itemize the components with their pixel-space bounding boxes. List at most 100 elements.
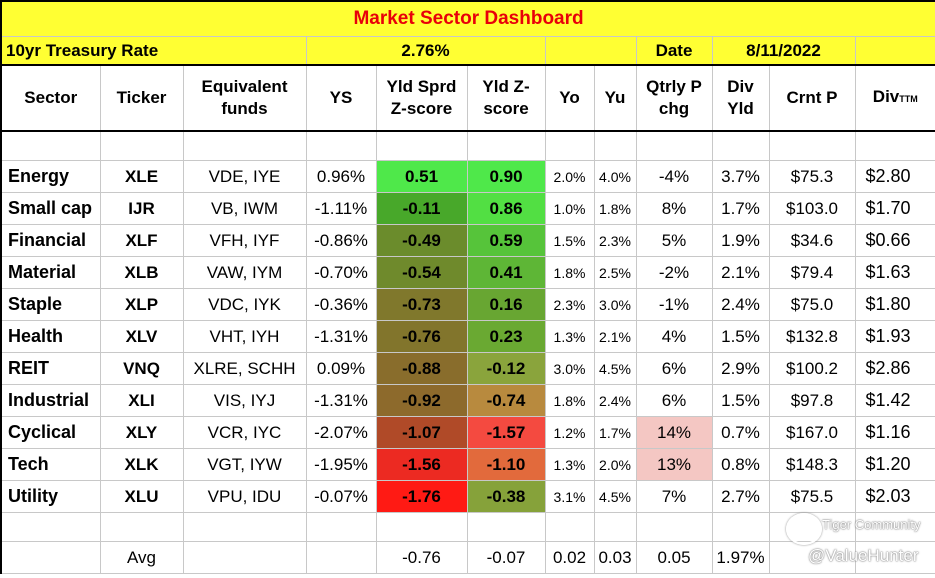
blank-cell: [854, 130, 935, 161]
cell-div-yld: 2.7%: [711, 480, 770, 513]
cell-div-yld: 3.7%: [711, 160, 770, 193]
blank-cell: [711, 130, 770, 161]
table-row: Material XLB VAW, IYM -0.70% -0.54 0.41 1.8% 2.…: [0, 256, 935, 289]
cell-yld-zscore: 0.90: [466, 160, 546, 193]
table-row: Utility XLU VPU, IDU -0.07% -1.76 -0.38 3.1% 4.…: [0, 480, 935, 513]
cell-equivalent-funds: VIS, IYJ: [182, 384, 307, 417]
table-row: Small cap IJR VB, IWM -1.11% -0.11 0.86 1.0% 1.…: [0, 192, 935, 225]
cell-ticker: XLV: [99, 320, 184, 353]
table-row: Financial XLF VFH, IYF -0.86% -0.49 0.59 1.5% 2…: [0, 224, 935, 257]
cell-yld-sprd-zscore: -1.56: [375, 448, 468, 481]
col-header-sector: Sector: [0, 64, 101, 132]
cell-yld-zscore: -1.57: [466, 416, 546, 449]
avg-blank: [768, 541, 856, 574]
cell-yu: 3.0%: [593, 288, 637, 321]
blank-cell: [593, 512, 637, 542]
cell-yo: 1.8%: [544, 256, 595, 289]
cell-crnt-p: $167.0: [768, 416, 856, 449]
cell-div-yld: 1.5%: [711, 320, 770, 353]
cell-sector: Material: [0, 256, 101, 289]
cell-equivalent-funds: VGT, IYW: [182, 448, 307, 481]
cell-crnt-p: $148.3: [768, 448, 856, 481]
col-header-yld-sprd-zscore: Yld Sprd Z-score: [375, 64, 468, 132]
blank-cell: [544, 512, 595, 542]
col-header-crnt-p: Crnt P: [768, 64, 856, 132]
cell-yld-zscore: 0.16: [466, 288, 546, 321]
cell-equivalent-funds: VHT, IYH: [182, 320, 307, 353]
cell-yld-sprd-zscore: -0.54: [375, 256, 468, 289]
cell-ticker: XLB: [99, 256, 184, 289]
cell-div-ttm: $2.86: [854, 352, 935, 385]
cell-yld-zscore: 0.41: [466, 256, 546, 289]
cell-yu: 2.1%: [593, 320, 637, 353]
cell-yld-sprd-zscore: -0.88: [375, 352, 468, 385]
div-header-ttm: TTM: [899, 94, 918, 104]
cell-qtrly-p-chg: 4%: [635, 320, 713, 353]
cell-ys: -0.70%: [305, 256, 377, 289]
avg-yo: 0.02: [544, 541, 595, 574]
cell-qtrly-p-chg: 5%: [635, 224, 713, 257]
info-spacer: [544, 36, 637, 66]
cell-equivalent-funds: VPU, IDU: [182, 480, 307, 513]
cell-yu: 4.5%: [593, 480, 637, 513]
cell-yo: 1.5%: [544, 224, 595, 257]
cell-ticker: XLF: [99, 224, 184, 257]
col-header-equivalent-funds: Equivalent funds: [182, 64, 307, 132]
blank-cell: [182, 130, 307, 161]
cell-yu: 1.8%: [593, 192, 637, 225]
info-spacer-end: [854, 36, 935, 66]
cell-equivalent-funds: VDE, IYE: [182, 160, 307, 193]
cell-yo: 1.0%: [544, 192, 595, 225]
table-row: Energy XLE VDE, IYE 0.96% 0.51 0.90 2.0% 4.0% -4…: [0, 160, 935, 193]
cell-sector: REIT: [0, 352, 101, 385]
cell-div-ttm: $1.93: [854, 320, 935, 353]
cell-yld-sprd-zscore: -0.11: [375, 192, 468, 225]
blank-cell: [635, 512, 713, 542]
col-header-yu: Yu: [593, 64, 637, 132]
cell-yu: 2.4%: [593, 384, 637, 417]
blank-cell: [768, 130, 856, 161]
cell-qtrly-p-chg: 6%: [635, 384, 713, 417]
blank-cell: [711, 512, 770, 542]
cell-yo: 1.8%: [544, 384, 595, 417]
div-header-main: Div: [872, 87, 900, 106]
cell-sector: Health: [0, 320, 101, 353]
cell-div-ttm: $1.20: [854, 448, 935, 481]
blank-cell: [99, 130, 184, 161]
cell-div-yld: 1.9%: [711, 224, 770, 257]
cell-div-yld: 2.9%: [711, 352, 770, 385]
cell-ticker: XLU: [99, 480, 184, 513]
cell-div-yld: 1.5%: [711, 384, 770, 417]
blank-cell: [635, 130, 713, 161]
date-label: Date: [635, 36, 713, 66]
cell-div-ttm: $1.70: [854, 192, 935, 225]
cell-ys: -0.86%: [305, 224, 377, 257]
cell-qtrly-p-chg: 14%: [635, 416, 713, 449]
cell-crnt-p: $100.2: [768, 352, 856, 385]
cell-ys: 0.09%: [305, 352, 377, 385]
watermark-user: @ValueHunter: [808, 546, 919, 565]
table-row: Health XLV VHT, IYH -1.31% -0.76 0.23 1.3% 2.1%…: [0, 320, 935, 353]
cell-div-yld: 2.4%: [711, 288, 770, 321]
cell-equivalent-funds: VDC, IYK: [182, 288, 307, 321]
cell-qtrly-p-chg: 13%: [635, 448, 713, 481]
cell-yld-sprd-zscore: -0.73: [375, 288, 468, 321]
cell-div-ttm: $1.80: [854, 288, 935, 321]
cell-ticker: XLE: [99, 160, 184, 193]
cell-ys: -0.07%: [305, 480, 377, 513]
cell-yu: 2.3%: [593, 224, 637, 257]
cell-ys: -1.95%: [305, 448, 377, 481]
blank-cell: [544, 130, 595, 161]
cell-yo: 3.0%: [544, 352, 595, 385]
cell-yld-sprd-zscore: -0.49: [375, 224, 468, 257]
cell-yld-sprd-zscore: -1.76: [375, 480, 468, 513]
cell-equivalent-funds: VAW, IYM: [182, 256, 307, 289]
cell-ticker: VNQ: [99, 352, 184, 385]
cell-yo: 1.3%: [544, 320, 595, 353]
blank-cell: [466, 512, 546, 542]
blank-cell: [305, 130, 377, 161]
cell-yo: 3.1%: [544, 480, 595, 513]
cell-sector: Staple: [0, 288, 101, 321]
cell-div-ttm: $2.80: [854, 160, 935, 193]
